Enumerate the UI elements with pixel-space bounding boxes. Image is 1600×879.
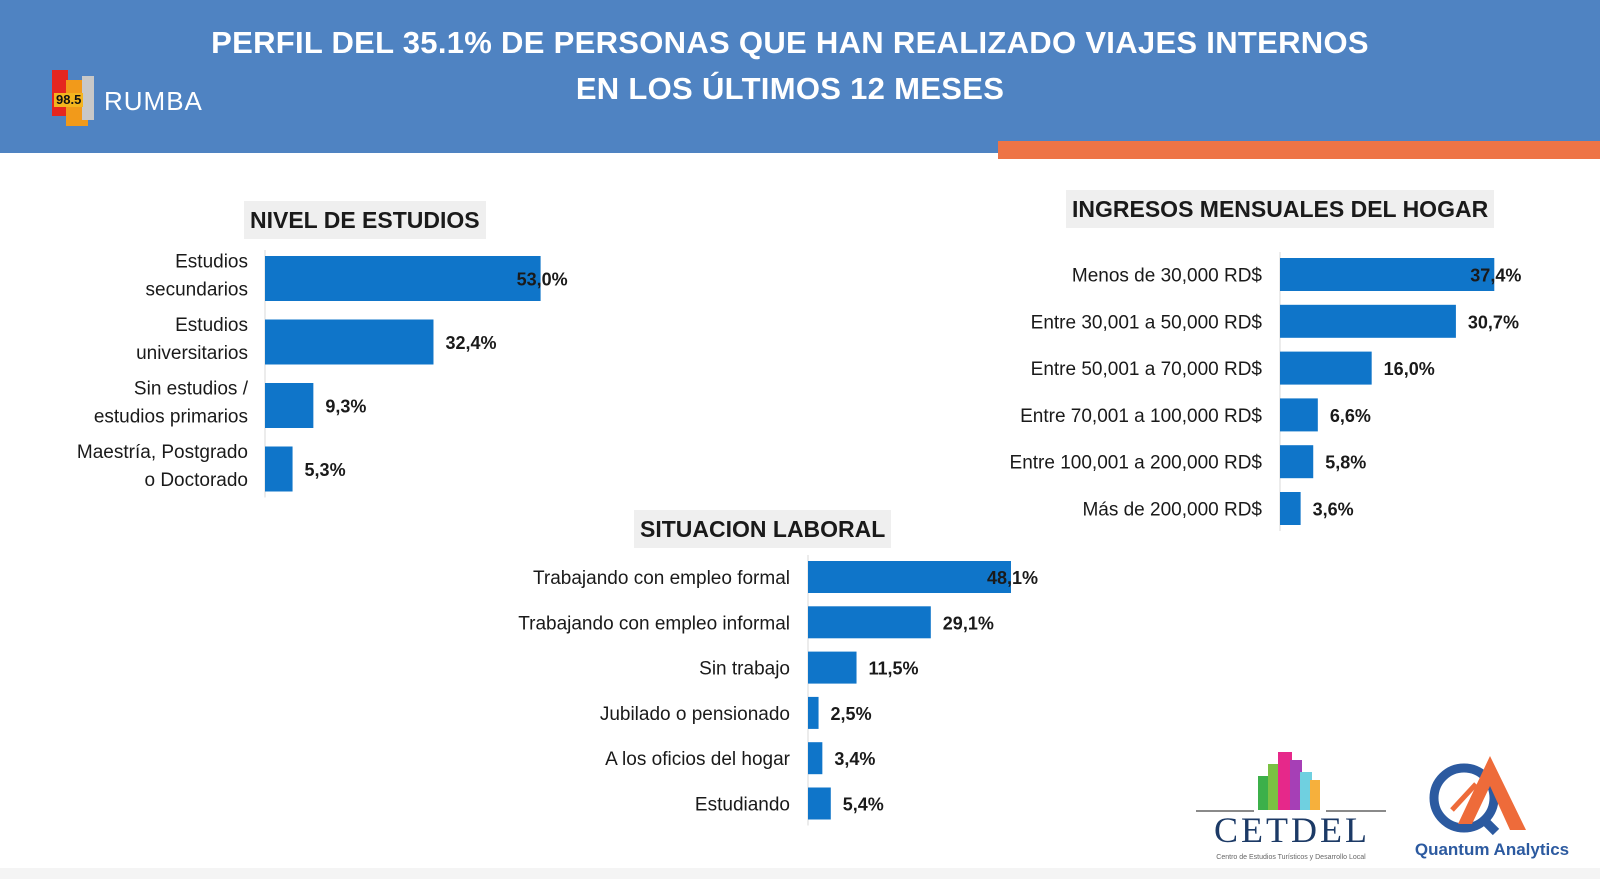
category-label-ingresos-1: Entre 30,001 a 50,000 RD$ bbox=[1031, 312, 1263, 333]
value-label-laboral-5: 5,4% bbox=[843, 795, 884, 815]
category-label-laboral-4: A los oficios del hogar bbox=[605, 749, 791, 770]
category-label-laboral-3: Jubilado o pensionado bbox=[600, 704, 790, 725]
header-banner: PERFIL DEL 35.1% DE PERSONAS QUE HAN REA… bbox=[0, 0, 1600, 153]
cetdel-logo: CETDEL Centro de Estudios Turísticos y D… bbox=[1196, 750, 1386, 868]
rumba-logo: 98.5 RUMBA bbox=[52, 70, 242, 128]
quantum-analytics-name: Quantum Analytics bbox=[1414, 840, 1570, 859]
cetdel-subtitle: Centro de Estudios Turísticos y Desarrol… bbox=[1216, 854, 1366, 861]
category-label-ingresos-4: Entre 100,001 a 200,000 RD$ bbox=[1010, 453, 1263, 474]
bar-ingresos-4 bbox=[1280, 445, 1314, 479]
category-label-laboral-2: Sin trabajo bbox=[699, 659, 790, 680]
category-label-estudios-0: Estudios secundarios bbox=[146, 252, 248, 301]
value-label-ingresos-1: 30,7% bbox=[1468, 312, 1519, 332]
bottom-strip bbox=[0, 868, 1600, 879]
value-label-ingresos-0: 37,4% bbox=[1470, 266, 1521, 286]
chart-title-nivel-estudios: NIVEL DE ESTUDIOS bbox=[244, 201, 486, 239]
category-label-ingresos-2: Entre 50,001 a 70,000 RD$ bbox=[1031, 359, 1263, 380]
value-label-ingresos-5: 3,6% bbox=[1313, 500, 1354, 520]
bar-estudios-2 bbox=[265, 383, 314, 428]
bar-estudios-3 bbox=[265, 446, 293, 492]
bar-ingresos-3 bbox=[1280, 398, 1318, 432]
quantum-analytics-mark-icon bbox=[1429, 756, 1526, 836]
cetdel-name: CETDEL bbox=[1214, 810, 1370, 850]
bar-laboral-3 bbox=[808, 696, 819, 729]
value-label-laboral-2: 11,5% bbox=[869, 659, 919, 679]
value-label-ingresos-4: 5,8% bbox=[1325, 453, 1366, 473]
chart-title-ingresos: INGRESOS MENSUALES DEL HOGAR bbox=[1066, 190, 1495, 228]
bar-laboral-1 bbox=[808, 606, 931, 639]
accent-stripe bbox=[998, 141, 1600, 159]
value-label-laboral-1: 29,1% bbox=[943, 613, 994, 633]
bar-laboral-2 bbox=[808, 651, 857, 684]
category-label-ingresos-0: Menos de 30,000 RD$ bbox=[1072, 266, 1263, 287]
rumba-logo-mark: 98.5 bbox=[52, 70, 98, 126]
value-label-estudios-1: 32,4% bbox=[445, 333, 496, 353]
value-label-estudios-2: 9,3% bbox=[325, 397, 366, 417]
page-title: PERFIL DEL 35.1% DE PERSONAS QUE HAN REA… bbox=[160, 20, 1420, 112]
category-label-laboral-1: Trabajando con empleo informal bbox=[518, 613, 790, 634]
category-label-laboral-0: Trabajando con empleo formal bbox=[533, 568, 790, 589]
value-label-estudios-0: 53,0% bbox=[517, 270, 568, 290]
page-title-line-1: PERFIL DEL 35.1% DE PERSONAS QUE HAN REA… bbox=[211, 25, 1369, 60]
page-title-line-2: EN LOS ÚLTIMOS 12 MESES bbox=[575, 71, 1005, 106]
bar-ingresos-0 bbox=[1280, 258, 1495, 291]
rumba-name: RUMBA bbox=[104, 86, 203, 116]
bar-ingresos-5 bbox=[1280, 492, 1301, 525]
category-label-ingresos-3: Entre 70,001 a 100,000 RD$ bbox=[1020, 406, 1262, 427]
rumba-frequency: 98.5 bbox=[54, 92, 84, 107]
bar-ingresos-2 bbox=[1280, 351, 1372, 385]
category-label-estudios-1: Estudios universitarios bbox=[136, 315, 248, 364]
quantum-analytics-logo: Quantum Analytics bbox=[1402, 752, 1582, 864]
bar-estudios-1 bbox=[265, 319, 434, 365]
cetdel-buildings-icon bbox=[1258, 752, 1320, 810]
bar-laboral-4 bbox=[808, 742, 823, 775]
category-label-ingresos-5: Más de 200,000 RD$ bbox=[1082, 500, 1262, 521]
value-label-laboral-3: 2,5% bbox=[831, 704, 872, 724]
category-label-estudios-2: Sin estudios / estudios primarios bbox=[94, 379, 249, 428]
value-label-laboral-0: 48,1% bbox=[987, 568, 1038, 588]
chart-title-situacion-laboral: SITUACION LABORAL bbox=[634, 510, 892, 548]
value-label-ingresos-2: 16,0% bbox=[1384, 359, 1435, 379]
value-label-estudios-3: 5,3% bbox=[305, 460, 346, 480]
category-label-estudios-3: Maestría, Postgrado o Doctorado bbox=[77, 442, 248, 491]
value-label-ingresos-3: 6,6% bbox=[1330, 406, 1371, 426]
bar-laboral-0 bbox=[808, 561, 1011, 593]
category-label-laboral-5: Estudiando bbox=[695, 795, 790, 816]
bar-ingresos-1 bbox=[1280, 304, 1456, 338]
bar-laboral-5 bbox=[808, 787, 831, 820]
bar-estudios-0 bbox=[265, 256, 541, 301]
value-label-laboral-4: 3,4% bbox=[834, 749, 875, 769]
